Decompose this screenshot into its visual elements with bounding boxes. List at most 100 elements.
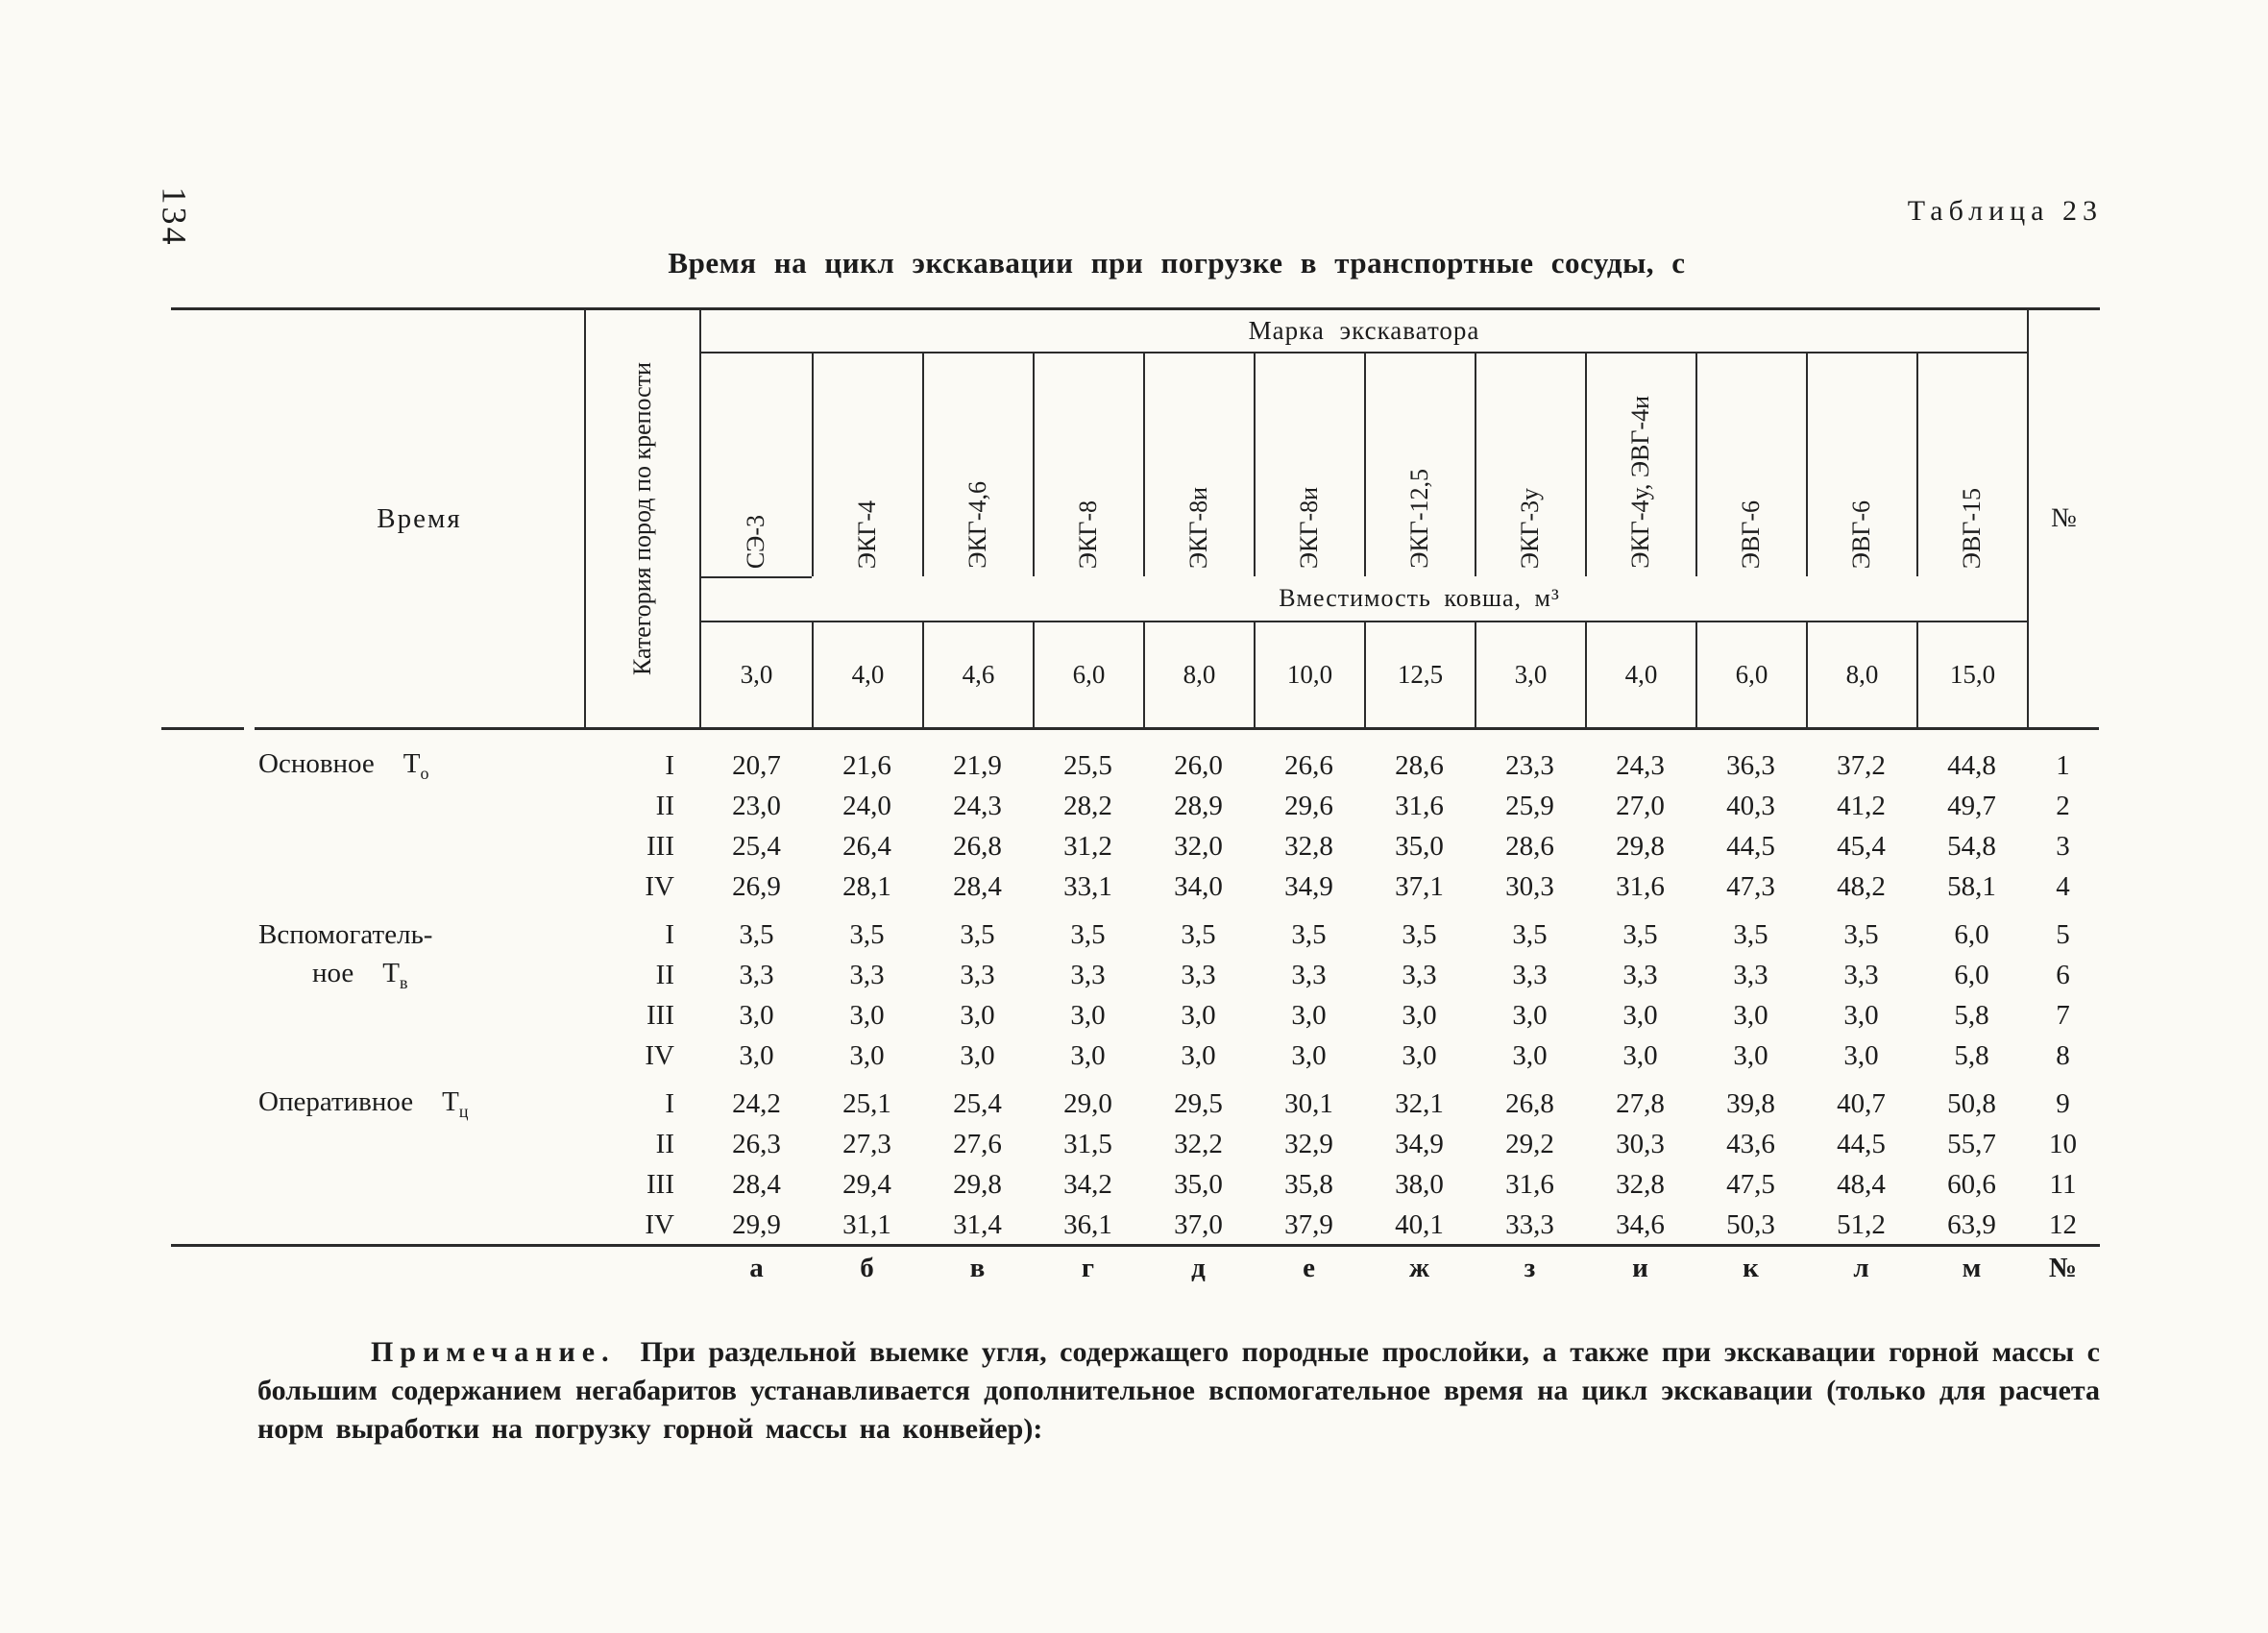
cell-value: 3,3	[739, 959, 774, 990]
cell-value: 3,0	[1181, 1039, 1216, 1071]
column-letter: з	[1524, 1252, 1536, 1283]
cell-value: 21,6	[842, 749, 891, 781]
cell-value: 24,0	[842, 790, 891, 821]
row-category: II	[655, 959, 674, 990]
bucket-value: 15,0	[1916, 622, 2027, 727]
brand-header-cell: ЭКГ-8и	[1254, 353, 1364, 577]
header-number-column: №	[2027, 310, 2099, 727]
brand-header-cell: ЭВГ-15	[1916, 353, 2027, 577]
footnote-text: При раздельной выемке угля, содержащего …	[257, 1336, 2100, 1446]
cell-value: 25,4	[953, 1087, 1002, 1119]
cell-value: 41,2	[1837, 790, 1886, 821]
cell-value: 60,6	[1947, 1168, 1996, 1200]
cell-value: 28,1	[842, 870, 891, 902]
cell-value: 23,3	[1505, 749, 1554, 781]
cell-value: 54,8	[1947, 830, 1996, 862]
brand-label-box: ЭВГ-15	[1918, 488, 2027, 569]
row-category: I	[665, 918, 674, 950]
brand-label: ЭКГ-4у, ЭВГ-4и	[1626, 396, 1655, 570]
cell-value: 3,0	[1843, 1039, 1879, 1071]
bucket-row: 3,0 4,0 4,6 6,0 8,0 10,0 12,5 3,0 4,0 6,0 8,0 15,0	[701, 622, 2027, 727]
cell-value: 27,8	[1616, 1087, 1665, 1119]
brand-label-box: ЭКГ-4,6	[924, 481, 1033, 569]
cell-value: 25,9	[1505, 790, 1554, 821]
cell-value: 3,0	[1622, 999, 1658, 1031]
row-number: 12	[2049, 1208, 2077, 1240]
cell-value: 27,6	[953, 1128, 1002, 1159]
table-row: Оперативное Тц I 24,2 25,1 25,4 29,0 29,5 30,1 32…	[255, 1084, 2099, 1124]
cell-value: 40,3	[1726, 790, 1775, 821]
table-row: III 3,0 3,0 3,0 3,0 3,0 3,0 3,0 3,0 3,0 3,0 3,0 5,8 7	[255, 995, 2099, 1036]
cell-value: 40,1	[1395, 1208, 1444, 1240]
group-label-line2: ное Тв	[312, 958, 407, 993]
row-category: I	[665, 1087, 674, 1119]
data-table: Время Категория пород по крепости Марка …	[255, 310, 2099, 1291]
header-time-column: Время	[255, 310, 586, 727]
table-bottom-rule	[171, 1244, 2100, 1247]
cell-value: 48,2	[1837, 870, 1886, 902]
letters-number: №	[2048, 1252, 2078, 1283]
row-number: 5	[2056, 918, 2070, 950]
cell-value: 37,1	[1395, 870, 1444, 902]
row-category: II	[655, 790, 674, 821]
brands-row: СЭ-3 ЭКГ-4 ЭКГ-4,6 ЭКГ-8 ЭКГ-8и ЭКГ-8и ЭКГ-12,…	[701, 353, 2027, 577]
brand-label: ЭВГ-6	[1847, 500, 1876, 570]
header-data-columns: Марка экскаватора СЭ-3 ЭКГ-4 ЭКГ-4,6 ЭКГ-8 Э…	[701, 310, 2027, 727]
cell-value: 3,0	[1512, 1039, 1548, 1071]
row-category: IV	[645, 1039, 674, 1071]
cell-value: 3,3	[960, 959, 995, 990]
cell-value: 28,6	[1395, 749, 1444, 781]
brand-label-box: ЭВГ-6	[1808, 500, 1916, 569]
brand-header-cell: ЭВГ-6	[1806, 353, 1916, 577]
cell-value: 44,5	[1726, 830, 1775, 862]
cell-value: 34,9	[1395, 1128, 1444, 1159]
brand-label-box: ЭКГ-8и	[1145, 487, 1254, 569]
bucket-value: 8,0	[1806, 622, 1916, 727]
cell-value: 6,0	[1954, 959, 1989, 990]
cell-value: 34,6	[1616, 1208, 1665, 1240]
cell-value: 25,5	[1063, 749, 1112, 781]
cell-value: 31,1	[842, 1208, 891, 1240]
row-category: II	[655, 1128, 674, 1159]
cell-value: 47,5	[1726, 1168, 1775, 1200]
column-letter: г	[1081, 1252, 1095, 1283]
cell-value: 23,0	[732, 790, 781, 821]
cell-value: 43,6	[1726, 1128, 1775, 1159]
cell-value: 3,0	[1512, 999, 1548, 1031]
cell-value: 37,9	[1284, 1208, 1333, 1240]
brand-header-cell: ЭКГ-4	[812, 353, 922, 577]
cell-value: 3,5	[849, 918, 885, 950]
cell-value: 25,4	[732, 830, 781, 862]
brand-label: ЭКГ-3у	[1516, 487, 1545, 570]
cell-value: 32,8	[1616, 1168, 1665, 1200]
cell-value: 44,8	[1947, 749, 1996, 781]
column-letter: л	[1853, 1252, 1869, 1283]
cell-value: 37,2	[1837, 749, 1886, 781]
cell-value: 3,0	[1291, 1039, 1327, 1071]
page-number: 134	[155, 186, 194, 248]
cell-value: 3,3	[1622, 959, 1658, 990]
table-top-rule	[171, 307, 2100, 310]
bucket-stub-cell	[701, 576, 812, 621]
cell-value: 3,5	[1070, 918, 1106, 950]
row-category: IV	[645, 870, 674, 902]
cell-value: 3,0	[1843, 999, 1879, 1031]
row-group: Оперативное Тц I 24,2 25,1 25,4 29,0 29,5 30,1 32…	[255, 1084, 2099, 1245]
cell-value: 29,8	[953, 1168, 1002, 1200]
group-symbol: То	[403, 748, 429, 784]
brand-label: ЭКГ-4,6	[963, 481, 992, 570]
brand-label-box: ЭКГ-4у, ЭВГ-4и	[1587, 396, 1695, 569]
column-letter: ж	[1408, 1252, 1430, 1283]
cell-value: 3,0	[1402, 1039, 1437, 1071]
row-category: IV	[645, 1208, 674, 1240]
footnote-label: Примечание.	[371, 1336, 616, 1368]
cell-value: 24,3	[1616, 749, 1665, 781]
cell-value: 58,1	[1947, 870, 1996, 902]
brand-header-cell: ЭКГ-4,6	[922, 353, 1033, 577]
footnote: Примечание. При раздельной выемке угля, с…	[257, 1333, 2100, 1450]
bucket-value: 4,0	[1585, 622, 1695, 727]
cell-value: 28,9	[1174, 790, 1223, 821]
cell-value: 26,6	[1284, 749, 1333, 781]
cell-value: 3,0	[739, 1039, 774, 1071]
brand-label: ЭКГ-4	[853, 500, 882, 570]
